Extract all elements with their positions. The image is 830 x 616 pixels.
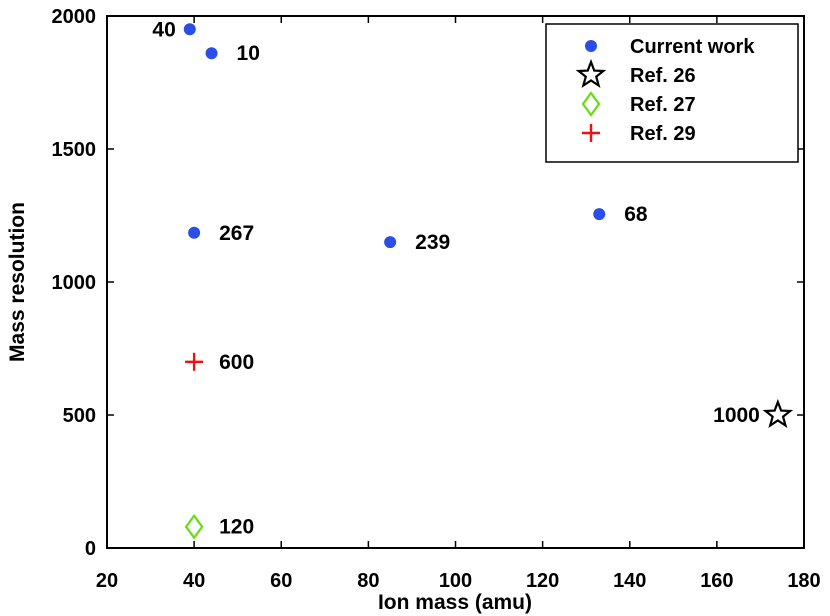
- data-point-label: 600: [219, 351, 254, 374]
- data-point-label: 40: [152, 18, 175, 41]
- y-tick-label: 1500: [52, 139, 97, 161]
- data-point-marker: [384, 236, 397, 249]
- legend-marker: [585, 40, 597, 52]
- y-axis-label: Mass resolution: [6, 202, 29, 362]
- data-points: 40 10 267 239 68 1000 120 600: [152, 18, 794, 540]
- data-point-marker: [185, 352, 204, 371]
- legend-label: Ref. 26: [630, 65, 696, 87]
- x-tick-label: 140: [613, 570, 646, 592]
- legend-label: Ref. 29: [630, 123, 696, 145]
- legend: Current work Ref. 26 Ref. 27 Ref. 29: [545, 23, 799, 163]
- x-tick-label: 40: [183, 570, 205, 592]
- data-point-label: 120: [219, 516, 254, 539]
- legend-box: [545, 23, 799, 163]
- legend-label: Ref. 27: [630, 94, 696, 116]
- data-point-label: 10: [237, 42, 260, 65]
- data-point-label: 239: [415, 231, 450, 254]
- axis-ticks: 20 40 60 80 100 120 140 160 180 0 500 1000 1500 2000: [52, 6, 821, 592]
- data-point-marker: [188, 226, 201, 239]
- data-point-label: 267: [219, 222, 254, 245]
- legend-marker: [581, 91, 601, 117]
- data-point-marker: [762, 398, 794, 429]
- x-axis-label: Ion mass (amu): [378, 591, 532, 614]
- y-tick-label: 500: [63, 405, 96, 427]
- legend-marker: [575, 58, 607, 89]
- data-point-label: 1000: [713, 404, 760, 427]
- y-tick-label: 2000: [52, 6, 97, 28]
- data-point-label: 68: [624, 203, 648, 226]
- data-point-marker: [183, 23, 196, 36]
- y-tick-label: 0: [85, 538, 96, 560]
- x-tick-label: 120: [526, 570, 559, 592]
- data-point-marker: [184, 513, 204, 540]
- x-tick-label: 180: [787, 570, 820, 592]
- x-tick-label: 100: [439, 570, 472, 592]
- data-point-marker: [205, 47, 218, 60]
- x-tick-label: 20: [96, 570, 118, 592]
- y-tick-label: 1000: [52, 272, 97, 294]
- legend-marker: [582, 124, 600, 142]
- x-tick-label: 160: [700, 570, 733, 592]
- data-point-marker: [593, 208, 606, 221]
- legend-label: Current work: [630, 36, 755, 58]
- x-tick-label: 60: [270, 570, 292, 592]
- x-tick-label: 80: [357, 570, 379, 592]
